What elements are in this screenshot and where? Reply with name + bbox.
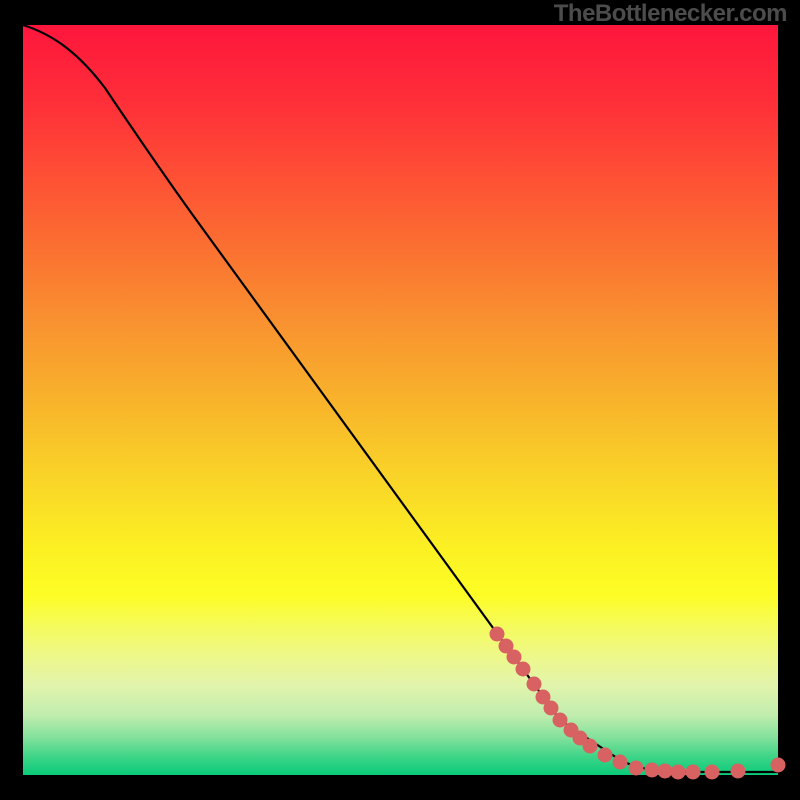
- data-point: [771, 758, 786, 773]
- data-point: [645, 763, 660, 778]
- data-point: [705, 765, 720, 780]
- data-point: [731, 764, 746, 779]
- data-point: [544, 701, 559, 716]
- data-point: [598, 748, 613, 763]
- data-point: [671, 765, 686, 780]
- scatter-points: [490, 627, 786, 780]
- data-point: [516, 662, 531, 677]
- watermark-label: TheBottlenecker.com: [554, 0, 787, 28]
- data-point: [686, 765, 701, 780]
- data-point: [583, 739, 598, 754]
- data-point: [658, 764, 673, 779]
- bottleneck-curve: [23, 25, 778, 772]
- data-point: [613, 755, 628, 770]
- data-point: [629, 761, 644, 776]
- data-point: [507, 650, 522, 665]
- data-point: [490, 627, 505, 642]
- data-point: [527, 677, 542, 692]
- curve-overlay: [0, 0, 800, 800]
